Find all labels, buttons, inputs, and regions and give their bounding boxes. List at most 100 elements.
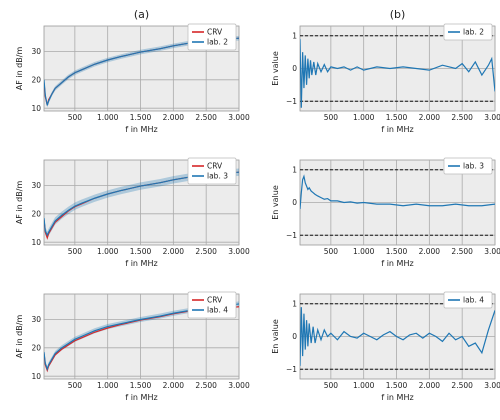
x-tick-label: 500 bbox=[324, 247, 339, 256]
x-tick-label: 1.500 bbox=[130, 113, 152, 122]
y-axis-label: AF in dB/m bbox=[15, 47, 24, 91]
legend: lab. 4 bbox=[443, 291, 493, 309]
x-tick-label: 1.500 bbox=[130, 381, 152, 390]
y-tick-label: 0 bbox=[292, 198, 297, 207]
x-tick-label: 1.000 bbox=[353, 113, 375, 122]
chart-panel-3: 500 1.000 1.500 2.000 2.500 3.000 −1 0 1 f in MHz… bbox=[271, 157, 500, 268]
legend-entry: CRV bbox=[207, 162, 223, 171]
y-axis-label: AF in dB/m bbox=[15, 181, 24, 225]
legend-box bbox=[443, 157, 493, 175]
x-tick-label: 1.500 bbox=[386, 247, 408, 256]
legend-entry: lab. 2 bbox=[463, 28, 484, 37]
x-tick-label: 500 bbox=[324, 113, 339, 122]
x-tick-label: 1.500 bbox=[386, 113, 408, 122]
chart-panel-1: 500 1.000 1.500 2.000 2.500 3.000 −1 0 1 f in MHz… bbox=[271, 8, 500, 134]
x-tick-label: 500 bbox=[68, 113, 83, 122]
y-tick-label: 20 bbox=[31, 344, 41, 353]
y-tick-label: 0 bbox=[292, 64, 297, 73]
legend-box bbox=[187, 23, 237, 51]
y-tick-label: 1 bbox=[292, 32, 297, 41]
series-line-1 bbox=[44, 171, 239, 237]
x-tick-label: 2.000 bbox=[419, 247, 441, 256]
y-tick-label: 1 bbox=[292, 300, 297, 309]
y-tick-label: 20 bbox=[31, 210, 41, 219]
x-tick-label: 3.000 bbox=[228, 381, 250, 390]
chart-panel-4: 500 1.000 1.500 2.000 2.500 3.000 10 20 30 f in M… bbox=[15, 291, 250, 402]
x-tick-label: 2.000 bbox=[419, 113, 441, 122]
x-tick-label: 1.000 bbox=[97, 247, 119, 256]
x-axis-label: f in MHz bbox=[125, 393, 157, 402]
legend-entry: lab. 4 bbox=[207, 306, 228, 315]
y-axis-label: En value bbox=[271, 51, 280, 86]
x-tick-label: 2.500 bbox=[195, 381, 217, 390]
series-line-0 bbox=[300, 307, 495, 366]
x-tick-label: 2.500 bbox=[451, 247, 473, 256]
legend: lab. 3 bbox=[443, 157, 493, 175]
y-tick-label: −1 bbox=[286, 231, 297, 240]
x-tick-label: 3.000 bbox=[228, 113, 250, 122]
legend: lab. 2 bbox=[443, 23, 493, 41]
legend-entry: lab. 2 bbox=[207, 38, 228, 47]
x-tick-label: 2.500 bbox=[451, 113, 473, 122]
y-axis-label: AF in dB/m bbox=[15, 315, 24, 359]
legend-entry: lab. 3 bbox=[207, 172, 228, 181]
legend-box bbox=[443, 291, 493, 309]
x-tick-label: 2.000 bbox=[163, 381, 185, 390]
x-tick-label: 2.000 bbox=[419, 381, 441, 390]
series-line-1 bbox=[44, 37, 239, 106]
x-tick-label: 3.000 bbox=[228, 247, 250, 256]
chart-panel-5: 500 1.000 1.500 2.000 2.500 3.000 −1 0 1 f in MHz… bbox=[271, 291, 500, 402]
panel-title: (b) bbox=[390, 8, 406, 21]
y-tick-label: 10 bbox=[31, 104, 41, 113]
x-tick-label: 1.500 bbox=[386, 381, 408, 390]
series-line-1 bbox=[44, 303, 239, 371]
y-tick-label: 30 bbox=[31, 315, 41, 324]
x-axis-label: f in MHz bbox=[381, 393, 413, 402]
x-tick-label: 2.000 bbox=[163, 247, 185, 256]
y-axis-label: En value bbox=[271, 185, 280, 220]
legend-entry: CRV bbox=[207, 28, 223, 37]
x-axis-label: f in MHz bbox=[125, 125, 157, 134]
x-tick-label: 3.000 bbox=[484, 381, 500, 390]
y-tick-label: 1 bbox=[292, 166, 297, 175]
y-tick-label: 20 bbox=[31, 76, 41, 85]
x-axis-label: f in MHz bbox=[125, 259, 157, 268]
chart-panel-2: 500 1.000 1.500 2.000 2.500 3.000 10 20 30 f in M… bbox=[15, 157, 250, 268]
plot-content bbox=[44, 35, 239, 108]
y-tick-label: −1 bbox=[286, 97, 297, 106]
legend-entry: lab. 3 bbox=[463, 162, 484, 171]
uncertainty-band bbox=[44, 35, 239, 108]
x-tick-label: 1.000 bbox=[97, 113, 119, 122]
x-tick-label: 1.000 bbox=[353, 381, 375, 390]
y-tick-label: 0 bbox=[292, 332, 297, 341]
legend-box bbox=[443, 23, 493, 41]
series-line-0 bbox=[300, 174, 495, 210]
x-tick-label: 3.000 bbox=[484, 113, 500, 122]
legend-entry: CRV bbox=[207, 296, 223, 305]
y-axis-label: En value bbox=[271, 319, 280, 354]
x-tick-label: 3.000 bbox=[484, 247, 500, 256]
y-tick-label: 30 bbox=[31, 47, 41, 56]
legend-entry: lab. 4 bbox=[463, 296, 484, 305]
x-axis-label: f in MHz bbox=[381, 259, 413, 268]
y-tick-label: 30 bbox=[31, 181, 41, 190]
x-tick-label: 2.500 bbox=[195, 113, 217, 122]
legend-box bbox=[187, 157, 237, 185]
x-tick-label: 1.000 bbox=[97, 381, 119, 390]
x-tick-label: 1.000 bbox=[353, 247, 375, 256]
x-tick-label: 500 bbox=[68, 247, 83, 256]
x-tick-label: 2.500 bbox=[451, 381, 473, 390]
legend-box bbox=[187, 291, 237, 319]
series-line-0 bbox=[300, 39, 495, 108]
panel-title: (a) bbox=[134, 8, 149, 21]
x-tick-label: 500 bbox=[324, 381, 339, 390]
x-tick-label: 2.500 bbox=[195, 247, 217, 256]
x-tick-label: 1.500 bbox=[130, 247, 152, 256]
x-tick-label: 2.000 bbox=[163, 113, 185, 122]
x-tick-label: 500 bbox=[68, 381, 83, 390]
y-tick-label: −1 bbox=[286, 365, 297, 374]
